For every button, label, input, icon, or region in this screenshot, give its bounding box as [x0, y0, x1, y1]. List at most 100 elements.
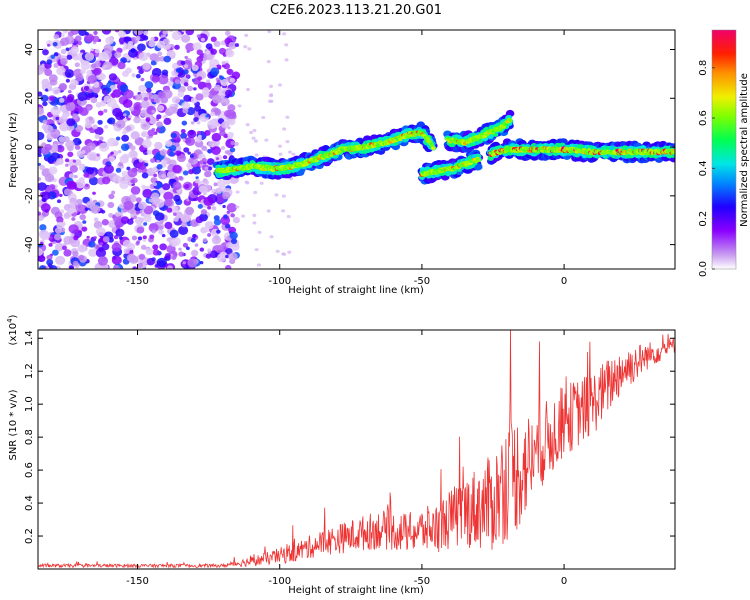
heatmap-cell [42, 101, 48, 107]
heatmap-cell [142, 123, 147, 128]
heatmap-cell [281, 194, 286, 198]
heatmap-cell [176, 153, 187, 163]
heatmap-cell [101, 176, 111, 185]
heatmap-cell [185, 207, 194, 215]
heatmap-cell [266, 59, 271, 64]
heatmap-cell [211, 235, 222, 245]
heatmap-cell [234, 43, 240, 47]
heatmap-cell [66, 118, 76, 127]
heatmap-cell [168, 107, 174, 113]
heatmap-cell [252, 213, 257, 217]
heatmap-cell [63, 249, 72, 257]
heatmap-cell [220, 78, 229, 87]
heatmap-cell [90, 97, 98, 104]
heatmap-cell [83, 172, 90, 178]
heatmap-cell [131, 73, 136, 78]
heatmap-cell [221, 61, 226, 65]
heatmap-cell [165, 44, 171, 49]
heatmap-cell [183, 147, 190, 153]
heatmap-cell [154, 141, 163, 150]
heatmap-cell [87, 88, 93, 94]
heatmap-cell [157, 91, 166, 99]
heatmap-cell [162, 183, 171, 191]
heatmap-cell [220, 216, 231, 225]
heatmap-cell [97, 110, 104, 116]
heatmap-cell [122, 46, 127, 51]
heatmap-cell [57, 199, 62, 204]
y-tick-label: 1.4 [24, 330, 35, 346]
heatmap-cell [143, 222, 148, 226]
heatmap-cell [230, 140, 236, 146]
heatmap-cell [69, 265, 74, 269]
heatmap-cell [199, 247, 205, 252]
heatmap-cell [252, 221, 257, 225]
heatmap-cell [158, 75, 169, 85]
heatmap-cell [269, 94, 274, 98]
heatmap-cell [213, 84, 221, 92]
heatmap-cell [215, 187, 223, 194]
heatmap-cell [224, 30, 231, 36]
heatmap-cell [205, 43, 213, 50]
heatmap-cell [40, 231, 51, 241]
heatmap-cell [166, 237, 172, 243]
heatmap-cell [54, 242, 65, 252]
heatmap-cell [70, 79, 78, 86]
heatmap-cell [180, 60, 186, 66]
heatmap-cell [92, 191, 96, 195]
heatmap-cell [190, 249, 199, 257]
heatmap-cell [65, 163, 69, 167]
heatmap-cell [82, 220, 87, 224]
heatmap-cell [72, 137, 82, 146]
heatmap-cell [117, 61, 126, 70]
heatmap-cell [39, 224, 47, 231]
heatmap-cell [128, 106, 135, 112]
heatmap-cell [205, 229, 210, 233]
heatmap-cell [122, 99, 133, 108]
heatmap-cell [207, 119, 218, 130]
heatmap-cell [200, 226, 208, 234]
heatmap-cell [105, 36, 114, 45]
heatmap-cell [60, 33, 65, 37]
heatmap-cell [252, 128, 257, 133]
heatmap-cell [259, 181, 264, 185]
heatmap-cell [38, 255, 46, 262]
heatmap-cell [169, 151, 175, 157]
heatmap-cell [135, 210, 140, 215]
heatmap-cell [207, 205, 212, 210]
heatmap-cell [167, 80, 174, 87]
heatmap-cell [99, 100, 107, 107]
heatmap-cell [187, 151, 191, 155]
heatmap-cell [180, 132, 188, 140]
heatmap-cell [99, 242, 104, 246]
heatmap-cell [77, 40, 83, 46]
heatmap-cell [111, 150, 119, 157]
heatmap-cell [156, 159, 160, 163]
heatmap-cell [171, 255, 177, 261]
heatmap-cell [79, 107, 89, 116]
heatmap-cell [140, 212, 145, 217]
heatmap-cell [50, 106, 61, 116]
heatmap-cell [162, 30, 169, 35]
heatmap-cell [130, 131, 140, 140]
y-tick-label: 20 [24, 92, 35, 105]
heatmap-cell [93, 67, 102, 76]
heatmap-cell [195, 176, 199, 180]
heatmap-cell [56, 221, 64, 229]
y-tick-label: 0.6 [24, 462, 35, 478]
heatmap-cell [61, 112, 69, 119]
x-tick-label: -150 [126, 576, 149, 587]
heatmap-cell [126, 218, 134, 225]
heatmap-cell [180, 128, 186, 134]
heatmap-cell [507, 118, 513, 122]
heatmap-cell [206, 158, 215, 166]
y-tick-label: -20 [24, 188, 35, 204]
heatmap-cell [55, 255, 66, 265]
heatmap-cell [134, 216, 144, 225]
heatmap-cell [41, 191, 51, 200]
heatmap-cell [111, 190, 116, 195]
snr-panel: -150 -100 -50 0 0.20.40.60.81.01.21.4 Heigh… [6, 314, 676, 596]
heatmap-cell [225, 49, 235, 58]
heatmap-cell [213, 40, 221, 48]
heatmap-cell [65, 102, 76, 112]
heatmap-cell [148, 117, 157, 125]
